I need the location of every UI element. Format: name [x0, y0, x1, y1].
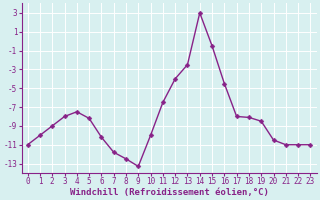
- X-axis label: Windchill (Refroidissement éolien,°C): Windchill (Refroidissement éolien,°C): [69, 188, 268, 197]
